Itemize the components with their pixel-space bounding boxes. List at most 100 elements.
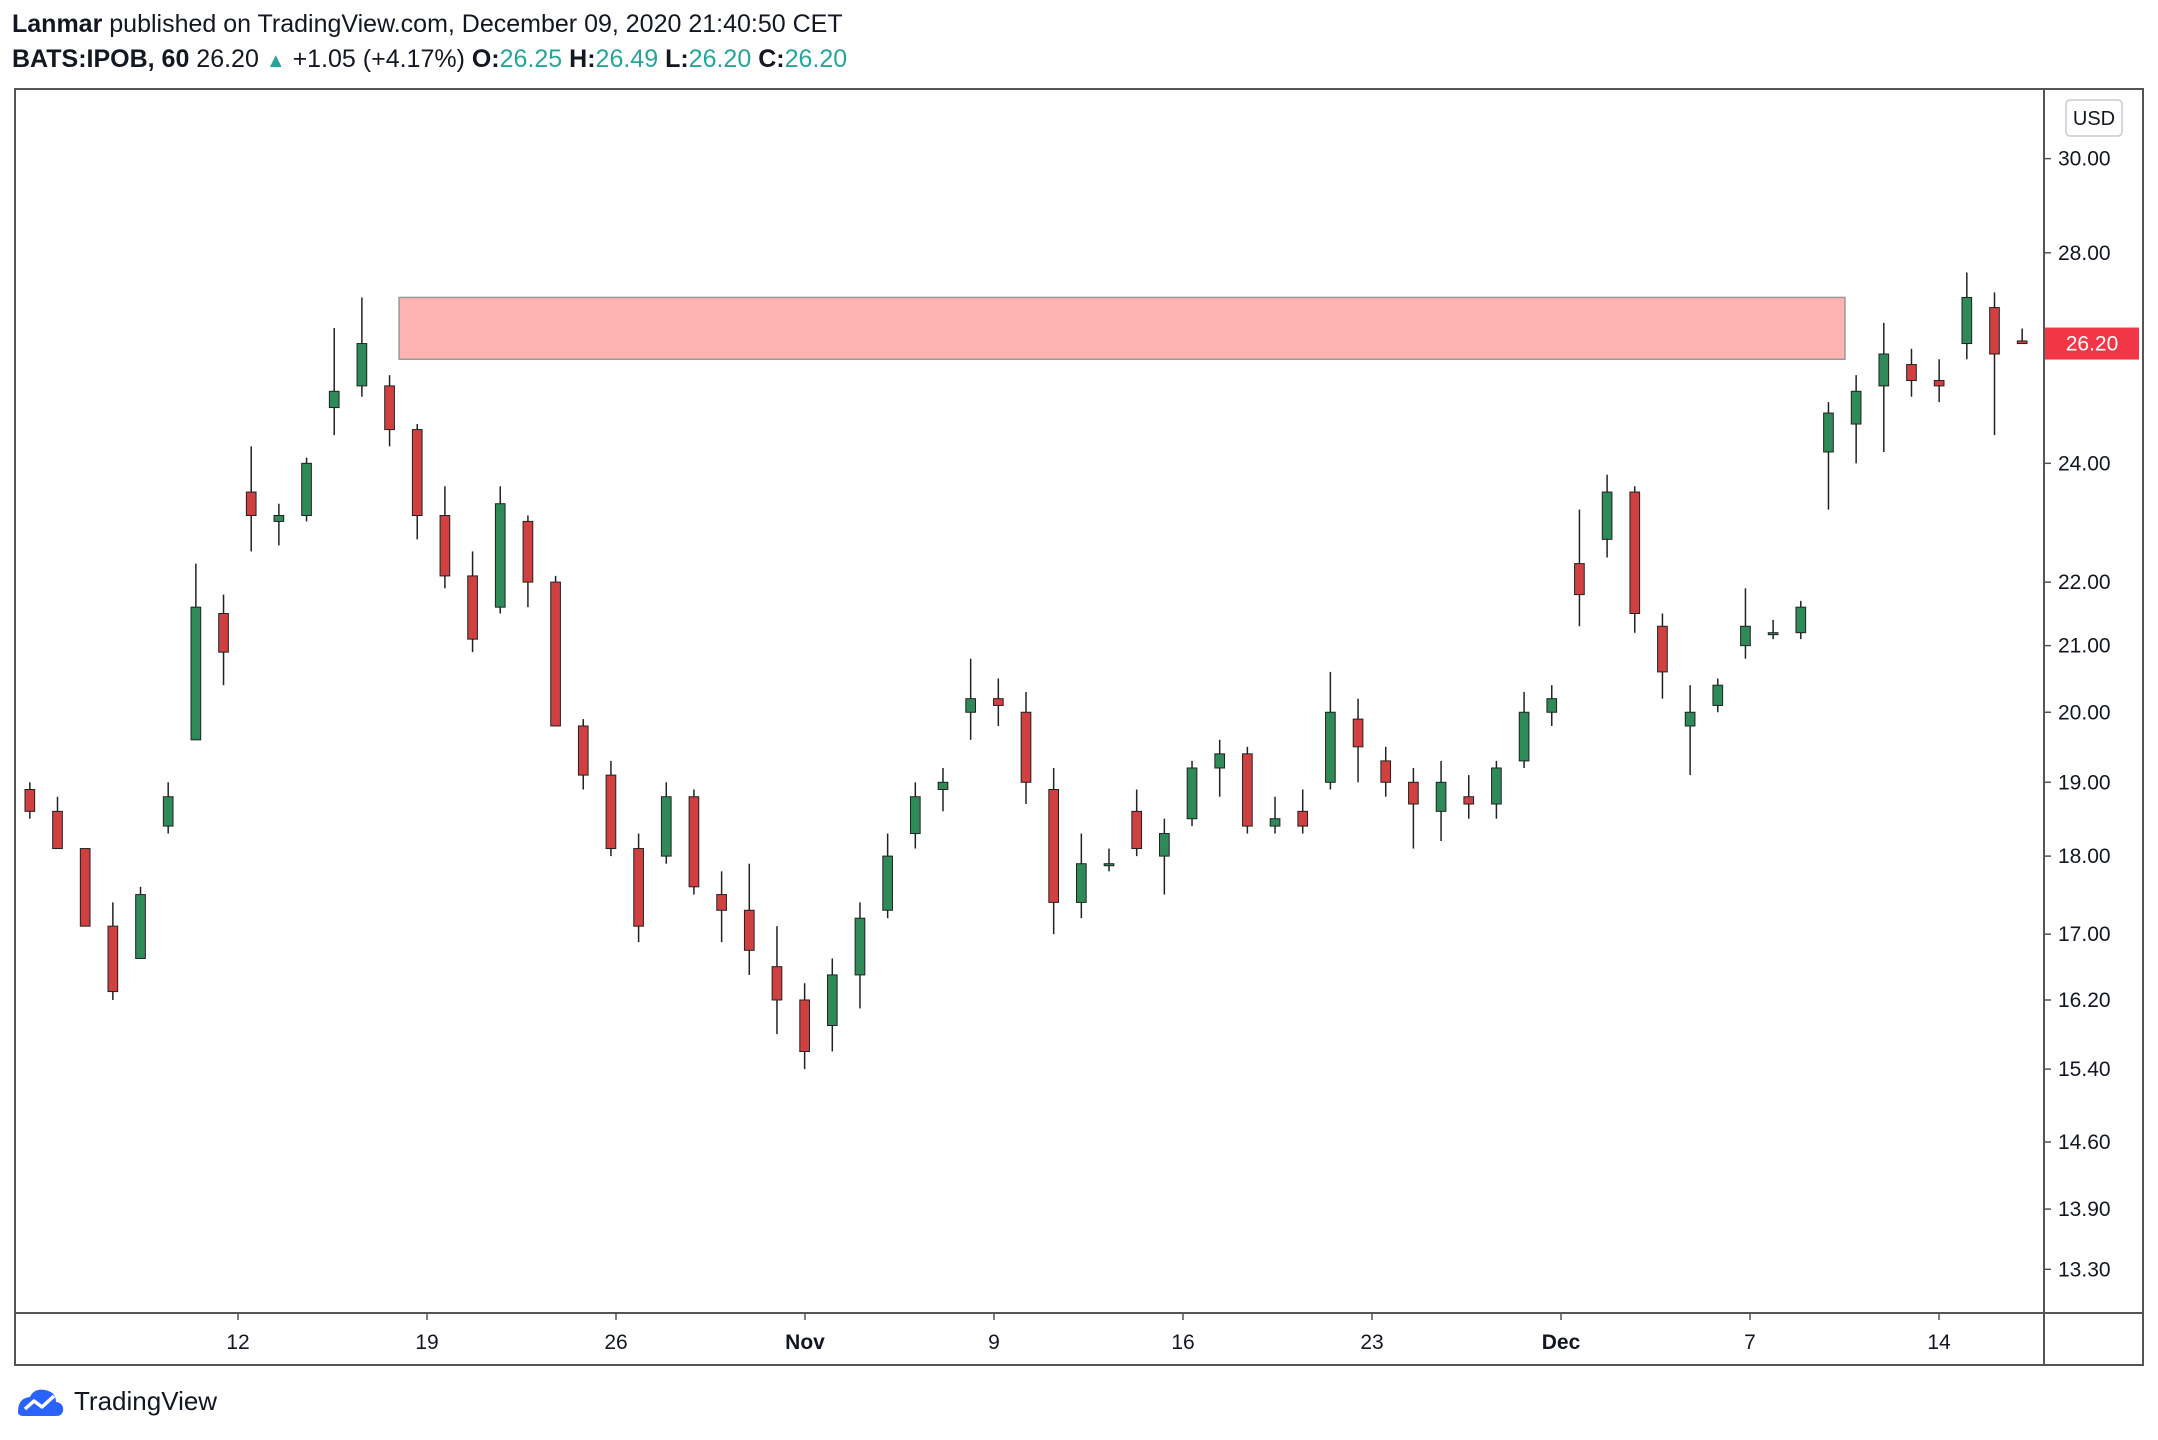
candle: [79, 848, 91, 927]
y-tick-label: 20.00: [2058, 701, 2111, 724]
candle-body-down: [411, 429, 423, 516]
candle: [328, 328, 340, 436]
candle: [107, 902, 119, 1000]
x-tick-label: 23: [1360, 1331, 1383, 1354]
candle: [356, 297, 368, 397]
chart-frame: [14, 88, 2144, 1366]
candle: [1518, 691, 1530, 768]
candle-body-down: [1408, 781, 1419, 805]
last-price-label: 26.20: [2066, 333, 2119, 356]
candle: [1214, 739, 1226, 797]
candle: [743, 863, 755, 975]
change-text: +1.05 (+4.17%): [292, 45, 465, 73]
candle-body-down: [799, 999, 810, 1053]
symbol-label: BATS:IPOB, 60: [12, 45, 190, 73]
low-value: 26.20: [688, 45, 752, 73]
y-tick-label: 24.00: [2058, 452, 2111, 475]
candle-body-down: [1380, 760, 1392, 783]
candle-body-down: [1297, 810, 1309, 827]
candle-body-up: [1961, 296, 1973, 345]
low-label: L:: [665, 45, 689, 73]
y-tick-label: 15.40: [2058, 1058, 2111, 1081]
candle: [1103, 848, 1115, 872]
currency-label: USD: [2073, 108, 2115, 130]
candle-body-down: [1463, 796, 1475, 805]
candle-body-up: [909, 796, 921, 835]
candle: [301, 457, 312, 522]
candle-body-up: [1325, 711, 1336, 783]
candle-body-down: [688, 796, 700, 888]
candle-body-down: [1020, 711, 1032, 783]
candle-body-down: [218, 613, 229, 653]
candle: [162, 782, 174, 834]
candle-body-up: [1878, 353, 1890, 387]
candle: [1933, 359, 1945, 403]
candle: [1352, 698, 1364, 783]
candle-body-down: [79, 848, 91, 927]
candle-body-down: [107, 925, 119, 993]
candle: [550, 575, 561, 727]
candle: [1601, 474, 1613, 558]
candle-body-up: [826, 974, 838, 1027]
candle-body-down: [384, 385, 395, 431]
y-tick-label: 14.60: [2058, 1131, 2111, 1154]
candle-body-up: [1269, 818, 1281, 827]
candle-body-up: [1712, 684, 1724, 706]
x-tick-label: 26: [604, 1331, 627, 1354]
close-value: 26.20: [784, 45, 848, 73]
candle-body-up: [1159, 833, 1170, 857]
candle-body-up: [1823, 412, 1834, 453]
candle: [494, 486, 506, 614]
candle-body-down: [605, 774, 617, 850]
candle: [799, 983, 810, 1070]
last-price-marker: 26.20: [2045, 327, 2139, 360]
candle-body-up: [1850, 390, 1862, 425]
open-value: 26.25: [499, 45, 563, 73]
publish-info: Lanmar published on TradingView.com, Dec…: [12, 6, 843, 42]
currency-button[interactable]: USD: [2065, 99, 2123, 137]
candle: [716, 871, 727, 943]
candle-body-up: [1076, 863, 1087, 903]
candle-body-up: [1435, 781, 1447, 812]
candle-body-down: [1048, 788, 1060, 903]
candle-body-up: [1491, 767, 1502, 805]
x-tick-label: 12: [226, 1331, 249, 1354]
y-tick-label: 19.00: [2058, 771, 2111, 794]
candle: [909, 782, 921, 849]
y-tick-label: 18.00: [2058, 845, 2111, 868]
high-value: 26.49: [595, 45, 659, 73]
candle-body-up: [135, 894, 146, 959]
candle: [1491, 760, 1502, 819]
last-price-text: 26.20: [196, 45, 259, 73]
x-tick-label: Dec: [1542, 1331, 1581, 1354]
candle: [1823, 402, 1834, 510]
candle-body-up: [1740, 625, 1751, 647]
candle-body-up: [660, 796, 672, 857]
candle-body-up: [965, 698, 976, 713]
candle: [2016, 328, 2028, 345]
resistance-zone[interactable]: [398, 296, 1846, 361]
candle: [1242, 746, 1253, 834]
candle: [633, 833, 644, 943]
candle: [384, 375, 395, 447]
candle-body-up: [356, 343, 368, 387]
candle: [1795, 600, 1807, 640]
candle: [190, 563, 202, 741]
candle: [1684, 685, 1696, 776]
candle: [1463, 775, 1475, 819]
candle-body-down: [1131, 810, 1143, 850]
footer-brand[interactable]: TradingView: [14, 1384, 217, 1418]
candle: [1657, 613, 1668, 699]
candle: [467, 551, 478, 653]
candle: [1961, 272, 1973, 360]
candle: [1989, 292, 2000, 436]
candle-body-down: [716, 894, 727, 911]
candle: [245, 446, 257, 552]
candle: [1740, 588, 1751, 659]
candle-body-down: [245, 491, 257, 516]
candle-body-up: [1518, 711, 1530, 762]
candle-body-down: [1657, 625, 1668, 673]
candle: [439, 486, 451, 589]
candle: [992, 678, 1004, 726]
